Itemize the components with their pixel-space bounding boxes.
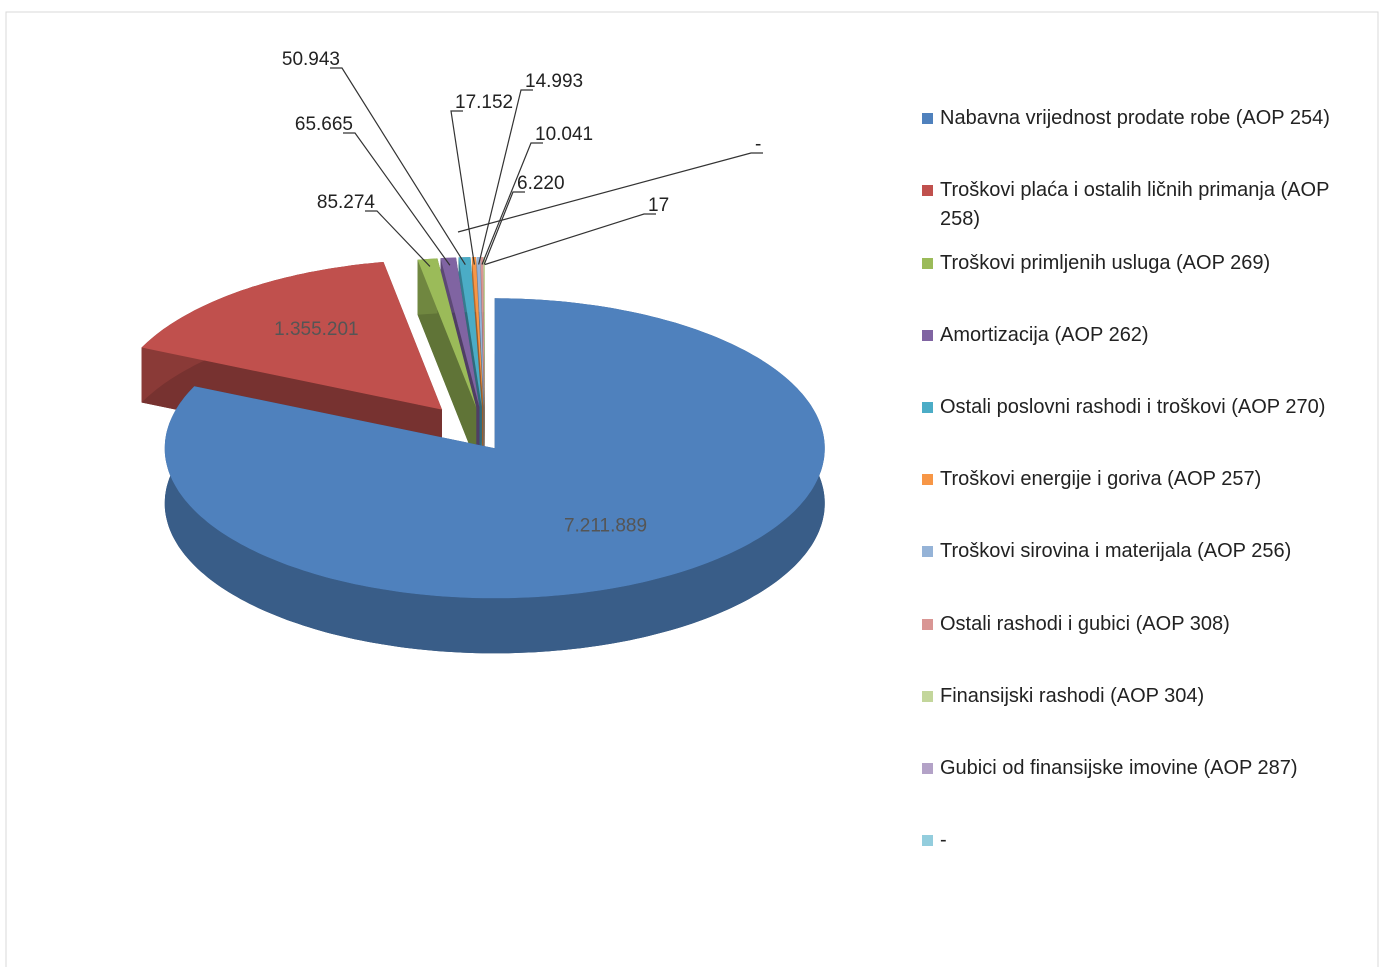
legend-item: Troškovi primljenih usluga (AOP 269): [922, 249, 1367, 278]
legend-label: Troškovi primljenih usluga (AOP 269): [940, 252, 1271, 274]
leader-line: [450, 110, 475, 265]
slice: [440, 257, 480, 408]
legend-label: Troškovi energije i goriva (AOP 257): [940, 468, 1262, 490]
slice: [417, 258, 477, 408]
legend-item: Ostali rashodi i gubici (AOP 308): [922, 610, 1367, 639]
data-label: 17: [648, 195, 669, 216]
legend-label: Amortizacija (AOP 262): [940, 324, 1149, 346]
legend-swatch: [922, 546, 933, 557]
legend-item: Nabavna vrijednost prodate robe (AOP 254…: [922, 104, 1367, 133]
slice-group: [417, 258, 477, 463]
frame: [5, 11, 1379, 967]
legend-swatch: [922, 474, 933, 485]
slice: [458, 257, 482, 407]
leader-line: [484, 213, 656, 266]
legend-swatch: [922, 835, 933, 846]
legend-swatch: [922, 619, 933, 630]
slice: [483, 257, 485, 407]
data-label: 10.041: [535, 124, 593, 145]
legend-label: Finansijski rashodi (AOP 304): [940, 685, 1205, 707]
legend-swatch: [922, 113, 933, 124]
leader-line: [365, 210, 431, 267]
slice: [141, 262, 442, 410]
legend-swatch: [922, 258, 933, 269]
legend-label: Troškovi sirovina i materijala (AOP 256): [940, 540, 1292, 562]
leader-line: [483, 191, 525, 265]
legend-item: Troškovi plaća i ostalih ličnih primanja…: [922, 176, 1367, 234]
legend-swatch: [922, 185, 933, 196]
data-label: 7.211.889: [564, 516, 647, 537]
data-label: -: [755, 134, 761, 155]
leader-line: [343, 132, 451, 266]
slice-group: [164, 298, 825, 654]
data-label: 17.152: [455, 92, 513, 113]
slice: [476, 257, 484, 407]
slice: [164, 298, 825, 599]
legend-swatch: [922, 691, 933, 702]
slice: [480, 257, 485, 407]
leader-line: [478, 89, 533, 265]
leader-line: [330, 67, 466, 266]
slice: [471, 257, 484, 407]
legend-swatch: [922, 330, 933, 341]
data-label: 65.665: [295, 114, 353, 135]
legend-label: Nabavna vrijednost prodate robe (AOP 254…: [940, 107, 1330, 129]
legend-item: Troškovi sirovina i materijala (AOP 256): [922, 537, 1367, 566]
legend-item: Gubici od finansijske imovine (AOP 287): [922, 754, 1367, 783]
legend-swatch: [922, 402, 933, 413]
legend-item: Finansijski rashodi (AOP 304): [922, 682, 1367, 711]
legend-item: -: [922, 826, 1367, 855]
legend-label: -: [940, 829, 947, 851]
legend-item: Amortizacija (AOP 262): [922, 321, 1367, 350]
legend-item: Ostali poslovni rashodi i troškovi (AOP …: [922, 393, 1367, 422]
legend-label: Gubici od finansijske imovine (AOP 287): [940, 757, 1298, 779]
data-label: 14.993: [525, 71, 583, 92]
data-label: 50.943: [282, 49, 340, 70]
legend-label: Troškovi plaća i ostalih ličnih primanja…: [940, 179, 1330, 230]
legend-item: Troškovi energije i goriva (AOP 257): [922, 465, 1367, 494]
data-label: 1.355.201: [274, 319, 359, 340]
data-label: 6.220: [517, 173, 565, 194]
legend-label: Ostali rashodi i gubici (AOP 308): [940, 613, 1230, 635]
leader-line: [481, 142, 543, 265]
data-label: 85.274: [317, 192, 376, 213]
leader-line: [457, 152, 763, 233]
legend-swatch: [922, 763, 933, 774]
legend-label: Ostali poslovni rashodi i troškovi (AOP …: [940, 396, 1326, 418]
